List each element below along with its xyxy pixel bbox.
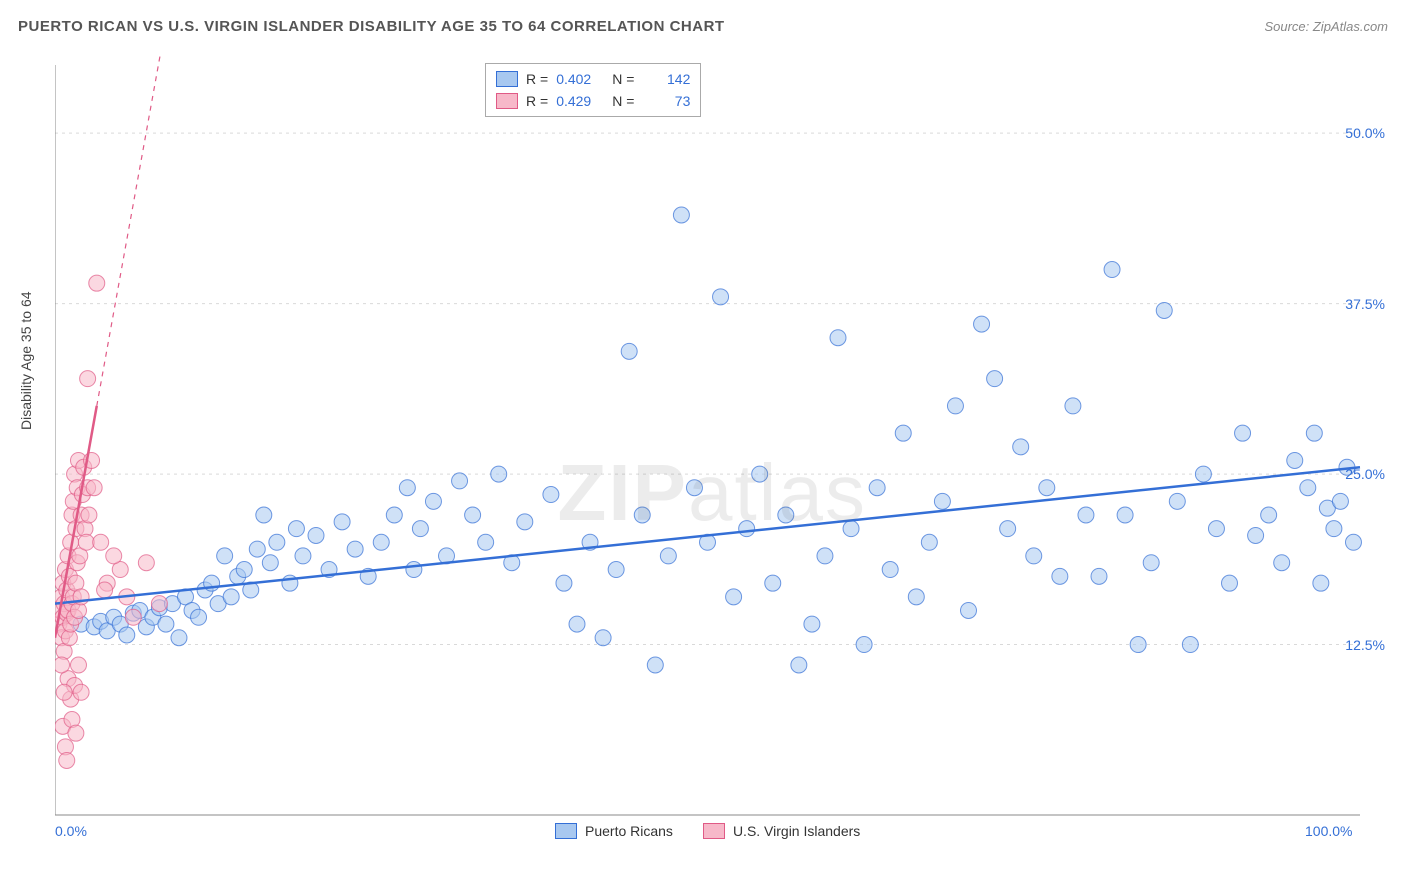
n-value: 73 [642, 90, 690, 112]
y-axis-label: Disability Age 35 to 64 [18, 291, 34, 430]
legend-correlation-stats: R = 0.402 N = 142 R = 0.429 N = 73 [485, 63, 701, 117]
n-value: 142 [642, 68, 690, 90]
legend-swatch [496, 93, 518, 109]
legend-series-item: U.S. Virgin Islanders [703, 823, 860, 839]
y-tick-label: 50.0% [1345, 125, 1385, 141]
legend-series-label: U.S. Virgin Islanders [733, 823, 860, 839]
scatter-plot-svg [55, 55, 1385, 845]
y-tick-label: 12.5% [1345, 637, 1385, 653]
r-value: 0.402 [556, 68, 604, 90]
source-attribution: Source: ZipAtlas.com [1264, 19, 1388, 34]
r-value: 0.429 [556, 90, 604, 112]
y-tick-label: 37.5% [1345, 296, 1385, 312]
legend-swatch [703, 823, 725, 839]
n-label: N = [612, 90, 634, 112]
legend-stat-row: R = 0.402 N = 142 [496, 68, 690, 90]
x-tick-label: 0.0% [55, 823, 87, 839]
x-tick-label: 100.0% [1305, 823, 1352, 839]
legend-series: Puerto Ricans U.S. Virgin Islanders [555, 823, 860, 839]
chart-title: PUERTO RICAN VS U.S. VIRGIN ISLANDER DIS… [18, 18, 725, 35]
legend-series-item: Puerto Ricans [555, 823, 673, 839]
legend-stat-row: R = 0.429 N = 73 [496, 90, 690, 112]
y-tick-label: 25.0% [1345, 466, 1385, 482]
legend-swatch [496, 71, 518, 87]
r-label: R = [526, 90, 548, 112]
legend-swatch [555, 823, 577, 839]
r-label: R = [526, 68, 548, 90]
chart-area: ZIPatlas R = 0.402 N = 142 R = 0.429 N =… [55, 55, 1385, 845]
legend-series-label: Puerto Ricans [585, 823, 673, 839]
n-label: N = [612, 68, 634, 90]
